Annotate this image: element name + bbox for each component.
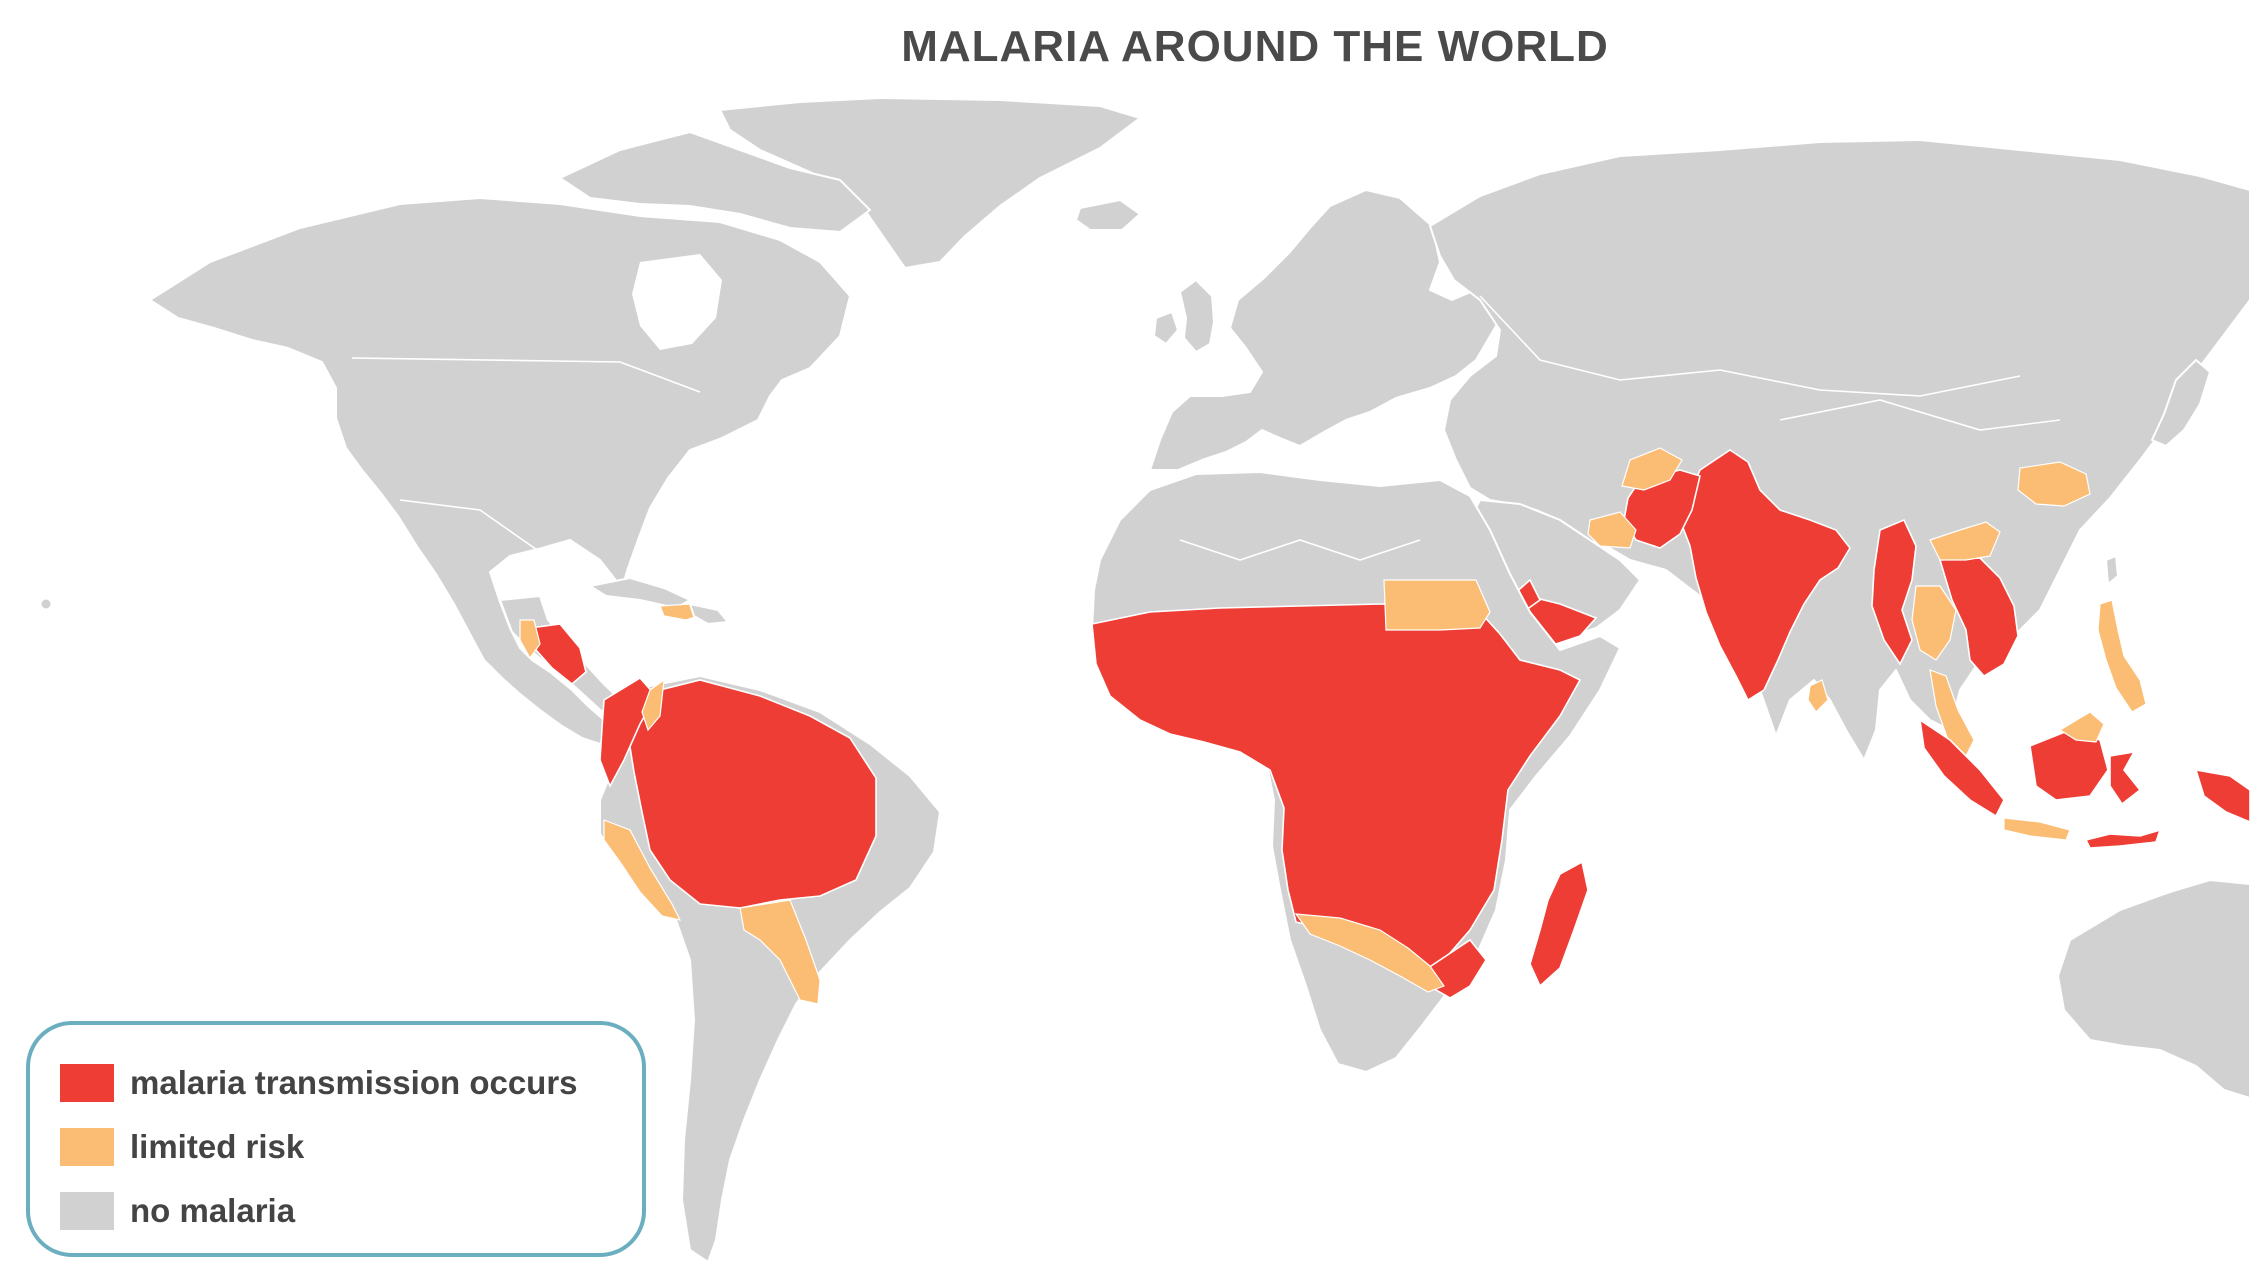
malay-peninsula-limited-risk [1929, 669, 1975, 757]
landmass-dominican-republic [689, 603, 729, 625]
sub-saharan-africa-transmission [1091, 603, 1582, 969]
sumatra-transmission [1918, 718, 2005, 818]
afghanistan-limited-risk [1621, 447, 1683, 491]
java-limited-risk [2003, 817, 2071, 841]
china-south-limited-risk [1929, 521, 2001, 561]
china-east-limited-risk [2017, 461, 2091, 507]
landmass-north-america [149, 197, 851, 745]
border-china-mongolia [1779, 399, 2061, 431]
lesser-sunda-transmission [2084, 828, 2162, 849]
legend-item-limited-risk: limited risk [60, 1127, 304, 1167]
landmass-cuba [589, 577, 691, 609]
mexico-south-limited-risk [519, 619, 541, 660]
legend-swatch-transmission [60, 1064, 114, 1102]
legend-swatch-limited-risk [60, 1128, 114, 1166]
landmass-europe [1149, 189, 1501, 471]
madagascar-transmission [1529, 860, 1589, 988]
map-legend: malaria transmission occurs limited risk… [26, 1021, 646, 1257]
landmass-taiwan [2105, 555, 2119, 585]
india-transmission [1679, 449, 1851, 702]
border-us-mexico [399, 499, 541, 553]
legend-label-transmission: malaria transmission occurs [130, 1064, 578, 1101]
border-russia [1479, 295, 2021, 397]
bolivia-limited-risk [739, 899, 821, 1005]
landmass-great-britain [1179, 279, 1215, 353]
hudson-bay [632, 254, 722, 350]
landmass-arctic-islands [559, 131, 871, 233]
andes-limited-risk [603, 819, 682, 921]
border-africa-west [1179, 539, 1421, 561]
legend-item-transmission: malaria transmission occurs [60, 1063, 578, 1103]
borneo-north-limited-risk [2058, 711, 2105, 743]
landmass-asia [1429, 139, 2250, 761]
new-guinea-transmission [2194, 768, 2250, 823]
sulawesi-transmission [2109, 750, 2142, 806]
legend-label-limited-risk: limited risk [130, 1128, 305, 1165]
landmass-ireland [1153, 311, 1179, 345]
south-america-amazon-transmission [625, 679, 877, 909]
southern-africa-limited-risk [1294, 913, 1445, 993]
landmass-japan [2151, 359, 2211, 447]
map-title: MALARIA AROUND THE WORLD [901, 22, 1609, 71]
myanmar-transmission [1871, 518, 1917, 666]
sudan-limited-risk [1383, 579, 1491, 631]
border-us-canada [351, 357, 701, 393]
landmass-australia [2057, 879, 2250, 1099]
thailand-limited-risk [1911, 585, 1957, 661]
legend-label-no-malaria: no malaria [130, 1192, 296, 1229]
sri-lanka-limited-risk [1807, 679, 1829, 713]
iran-limited-risk [1587, 511, 1637, 549]
colombia-andes-limited-risk [641, 678, 665, 732]
central-america-transmission [528, 623, 587, 686]
colombia-coast-transmission [599, 676, 657, 788]
legend-item-no-malaria: no malaria [60, 1191, 295, 1231]
indochina-transmission [1938, 557, 2019, 678]
landmass-iceland [1075, 199, 1141, 231]
legend-swatch-no-malaria [60, 1192, 114, 1230]
landmass-hawaii [40, 598, 52, 610]
philippines-limited-risk [2097, 599, 2147, 713]
landmass-greenland [719, 97, 1141, 269]
